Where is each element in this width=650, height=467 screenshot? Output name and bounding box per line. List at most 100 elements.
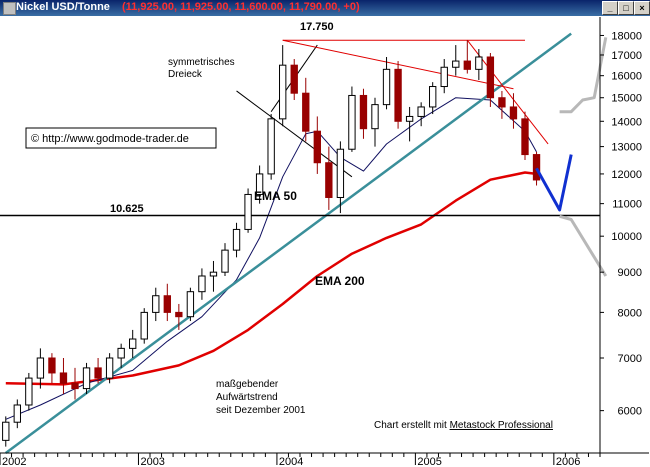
x-tick-label-2004: 2004 (279, 456, 303, 467)
forecast-alt-down-path (559, 214, 608, 277)
plot-area (0, 17, 649, 453)
candle-body-2003-12 (267, 118, 275, 175)
candle-body-2005-01 (417, 106, 425, 117)
y-tick-label-7000: 7000 (618, 353, 642, 365)
y-axis: 6000 7000 8000 9000 10000 11000 12000 13000 1400… (599, 17, 642, 453)
y-tick-label-14000: 14000 (611, 116, 642, 128)
triangle-label-line2: Dreieck (168, 69, 203, 80)
candle-body-2003-01 (140, 311, 148, 340)
forecast-paths (535, 37, 608, 277)
candle-body-2002-01 (2, 421, 10, 441)
candle-body-2005-09 (509, 106, 518, 120)
y-tick-label-12000: 12000 (611, 169, 642, 181)
y-tick-label-17000: 17000 (611, 50, 642, 62)
y-tick-label-10000: 10000 (611, 231, 642, 243)
candle-body-2004-12 (405, 115, 414, 122)
forecast-bull-path (535, 154, 573, 212)
forecast-alt-up-path (559, 37, 608, 114)
x-tick-label-2006: 2006 (556, 456, 580, 467)
candle-body-2004-09 (371, 104, 379, 130)
uptrend-note-line1: maßgebender (216, 379, 279, 390)
candle-body-2005-10 (521, 118, 529, 156)
candle-body-2004-02 (290, 64, 298, 94)
triangle-label-line1: symmetrisches (168, 57, 235, 68)
y-tick-label-13000: 13000 (611, 142, 642, 154)
candle-body-2002-09 (94, 367, 102, 379)
ohlc-values: (11,925.00, 11,925.00, 11,600.00, 11,790… (122, 1, 360, 13)
candle-body-2003-06 (198, 275, 206, 293)
trendlines (5, 32, 572, 455)
candle-body-2003-09 (232, 228, 241, 251)
candle-body-2004-03 (302, 92, 310, 132)
ema200-line (5, 171, 537, 386)
candle-body-2002-12 (129, 338, 137, 349)
candle-body-2002-03 (25, 377, 33, 406)
candle-body-2005-05 (463, 60, 471, 70)
candle-body-2003-05 (186, 291, 195, 318)
candle-body-2002-10 (105, 357, 114, 379)
candle-body-2002-05 (48, 357, 56, 374)
x-tick-label-2003: 2003 (140, 456, 164, 467)
level-label-17750: 17.750 (300, 21, 334, 33)
candle-body-2004-06 (336, 148, 345, 198)
candle-body-2004-07 (348, 94, 356, 150)
candle-body-2004-05 (325, 162, 333, 198)
candle-body-2003-02 (152, 295, 160, 313)
credit-text: Chart erstellt mit Metastock Professiona… (374, 420, 553, 431)
uptrend-note-line2: Aufwärtstrend (216, 392, 278, 403)
candle-body-2002-07 (71, 382, 79, 390)
y-tick-label-6000: 6000 (618, 406, 642, 418)
candle-body-2005-02 (429, 86, 437, 108)
maximize-button[interactable]: □ (618, 1, 634, 15)
candle-body-2003-03 (163, 295, 171, 313)
candle-body-2003-08 (221, 249, 229, 273)
uptrend-note-line3: seit Dezember 2001 (216, 405, 306, 416)
candle-body-2005-11 (532, 154, 541, 181)
copyright-box (25, 127, 217, 149)
level-label-10625: 10.625 (110, 203, 144, 215)
y-tick-label-8000: 8000 (618, 307, 642, 319)
candles (2, 40, 541, 447)
candle-body-2005-06 (475, 56, 483, 70)
candle-body-2004-01 (279, 64, 287, 120)
candle-body-2003-11 (255, 173, 264, 195)
y-tick-label-11000: 11000 (612, 199, 642, 211)
title-bar: Nickel USD/Tonne (11,925.00, 11,925.00, … (0, 0, 650, 16)
window-title: Nickel USD/Tonne (16, 1, 110, 13)
trendline-uptrend (5, 32, 572, 455)
minimize-button[interactable]: _ (602, 1, 618, 15)
x-axis: 2002 2003 2004 2005 2006 (0, 452, 649, 467)
candle-body-2004-08 (359, 94, 368, 130)
candle-body-2004-10 (382, 68, 391, 106)
candle-body-2002-06 (59, 372, 68, 384)
candle-body-2004-04 (313, 130, 321, 164)
candle-body-2003-10 (244, 193, 252, 230)
x-tick-label-2005: 2005 (417, 456, 441, 467)
candle-body-2003-07 (209, 271, 218, 277)
x-tick-label-2002: 2002 (2, 456, 26, 467)
trendline-triangle-lower (236, 90, 353, 178)
chart-window-icon (3, 2, 16, 15)
candle-body-2002-02 (13, 404, 21, 423)
copyright-text: © http://www.godmode-trader.de (31, 133, 189, 145)
candle-body-2002-08 (82, 367, 91, 390)
ema200-label: EMA 200 (315, 274, 365, 288)
candle-body-2005-08 (498, 97, 506, 108)
candle-body-2002-11 (117, 347, 125, 359)
y-tick-label-15000: 15000 (611, 93, 642, 105)
y-tick-label-18000: 18000 (611, 30, 642, 42)
ema50-label: EMA 50 (254, 189, 297, 203)
y-tick-label-9000: 9000 (618, 267, 642, 279)
metastock-link[interactable]: Metastock Professional (450, 420, 553, 431)
candle-body-2004-11 (394, 68, 402, 122)
y-tick-label-16000: 16000 (611, 71, 642, 83)
candle-body-2002-04 (36, 357, 45, 379)
candle-body-2005-03 (440, 66, 448, 88)
candle-body-2003-04 (175, 311, 183, 318)
candle-body-2005-07 (486, 56, 495, 99)
ema200-series (5, 171, 537, 386)
candle-body-2005-04 (452, 60, 460, 68)
credit-prefix: Chart erstellt mit (374, 420, 447, 431)
